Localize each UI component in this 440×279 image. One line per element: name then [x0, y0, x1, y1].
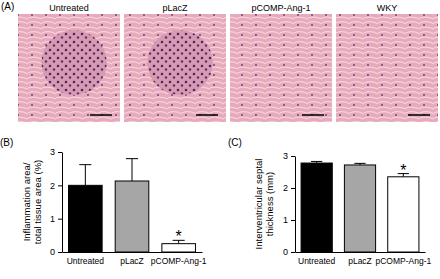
- tick-mark: [291, 156, 295, 157]
- error-bar: [132, 159, 133, 181]
- panel-label: (B): [0, 137, 13, 148]
- tick-mark: [291, 220, 295, 221]
- tick-label: 2: [283, 183, 288, 193]
- tick: pLacZ: [120, 252, 144, 266]
- image-label: pCOMP-Ang-1: [251, 3, 310, 13]
- tick: 0: [50, 247, 62, 257]
- tick-label: pCOMP-Ang-1: [151, 256, 207, 266]
- image-panel: pCOMP-Ang-1: [230, 3, 332, 122]
- x-axis: Untreated pLacZpCOMP-Ang-1: [296, 252, 432, 266]
- y-axis-title-line: total tissue area (%): [32, 160, 43, 244]
- tick-label: pCOMP-Ang-1: [375, 256, 431, 266]
- error-cap: [311, 161, 322, 162]
- tissue-image: [230, 14, 332, 122]
- y-axis-title-line: thickness (mm): [264, 172, 275, 236]
- tick-mark: [58, 152, 62, 153]
- tick-mark: [58, 252, 62, 253]
- bar: [388, 177, 419, 252]
- tick: pCOMP-Ang-1: [151, 252, 207, 266]
- image-label: WKY: [377, 3, 398, 13]
- axis-line: [62, 153, 63, 253]
- image-panel: pLacZ: [124, 3, 226, 122]
- tick-label: 0: [50, 247, 55, 257]
- significance-marker: *: [400, 162, 406, 179]
- tick-label: 3: [283, 151, 288, 161]
- axis-line: [63, 252, 203, 253]
- tick: Untreated: [298, 252, 336, 266]
- tissue-image: [124, 14, 226, 122]
- tick-label: 0: [283, 247, 288, 257]
- chart: 0 1 2 3 Untreated pLacZ pCOMP-Ang-1 *: [50, 147, 207, 266]
- bar: [69, 185, 103, 252]
- scale-bar: [90, 114, 112, 116]
- error-cap: [354, 163, 365, 164]
- bar: [344, 165, 375, 252]
- error-cap: [126, 158, 138, 159]
- tick-label: 2: [50, 181, 55, 191]
- tick-label: 1: [50, 214, 55, 224]
- tissue-image: [18, 14, 120, 122]
- tick-label: 1: [283, 215, 288, 225]
- inflammation-region: [147, 30, 212, 95]
- tick-label: pLacZ: [120, 256, 144, 266]
- error-cap: [79, 164, 91, 165]
- tick: pLacZ: [348, 252, 372, 266]
- plot-area: [301, 161, 419, 252]
- y-axis-title-line: Interventricular septal: [253, 159, 264, 250]
- tick-label: pLacZ: [348, 256, 372, 266]
- axis-line: [295, 157, 296, 253]
- tick: 3: [50, 147, 62, 157]
- image-panel: WKY: [336, 3, 438, 122]
- axis-line: [296, 252, 426, 253]
- panel-label: (A): [1, 1, 14, 12]
- bar: [301, 163, 332, 252]
- scale-bar: [302, 114, 324, 116]
- figure: (A)UntreatedpLacZpCOMP-Ang-1WKY(B)0123Un…: [0, 0, 440, 279]
- tick: 0: [283, 247, 295, 257]
- tick: 3: [283, 151, 295, 161]
- tick-label: Untreated: [67, 256, 105, 266]
- tick-mark: [291, 188, 295, 189]
- y-axis-title: Inflammation area/total tissue area (%): [21, 160, 43, 244]
- inflammation-region: [41, 30, 106, 95]
- tick-label: 3: [50, 147, 55, 157]
- tick: pCOMP-Ang-1: [375, 252, 431, 266]
- significance-marker: *: [176, 228, 182, 245]
- panel-label: (C): [228, 137, 242, 148]
- image-panel: Untreated: [18, 3, 120, 122]
- y-axis-title: Interventricular septalthickness (mm): [253, 159, 275, 250]
- tick: 2: [50, 181, 62, 191]
- tick: 1: [283, 215, 295, 225]
- scale-bar: [196, 114, 218, 116]
- error-bar: [85, 165, 86, 186]
- tick: Untreated: [67, 252, 105, 266]
- tick-mark: [58, 219, 62, 220]
- y-axis: 0 1 2 3: [50, 147, 63, 257]
- x-axis: Untreated pLacZ pCOMP-Ang-1: [63, 252, 207, 266]
- image-label: Untreated: [49, 3, 89, 13]
- tick: 2: [283, 183, 295, 193]
- tissue-image: [336, 14, 438, 122]
- chart: 0 1 2 3 Untreated pLacZpCOMP-Ang-1 *: [283, 151, 431, 266]
- tick-mark: [291, 252, 295, 253]
- tick-mark: [58, 185, 62, 186]
- y-axis: 0 1 2 3: [283, 151, 296, 257]
- y-axis-title-line: Inflammation area/: [21, 162, 32, 241]
- tick-label: Untreated: [298, 256, 336, 266]
- bar: [115, 181, 149, 252]
- scale-bar: [408, 114, 430, 116]
- image-label: pLacZ: [162, 3, 188, 13]
- tick: 1: [50, 214, 62, 224]
- plot-area: [69, 159, 196, 252]
